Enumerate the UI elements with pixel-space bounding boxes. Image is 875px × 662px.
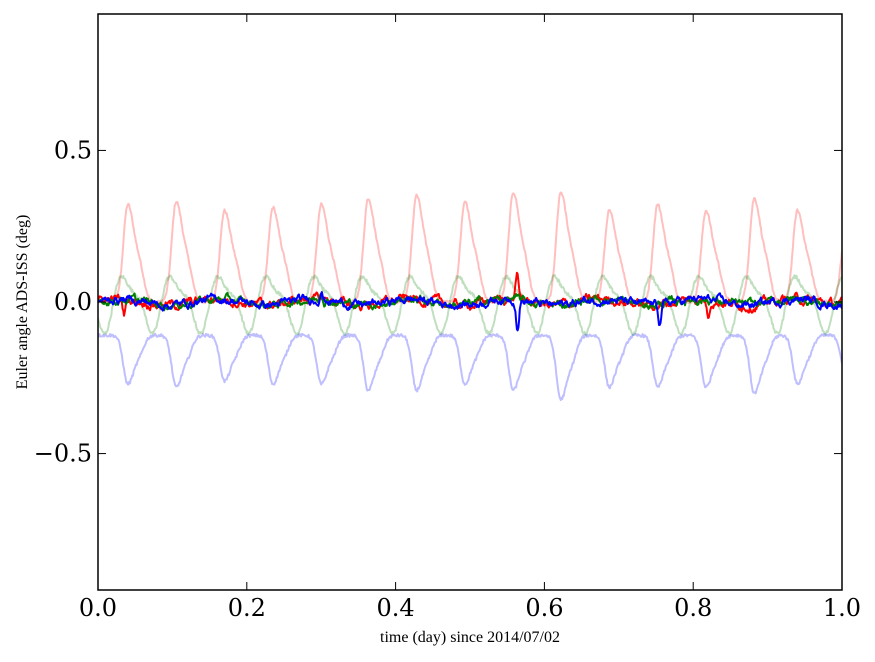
series-line-1 (98, 191, 842, 305)
x-axis-label: time (day) since 2014/07/02 (380, 629, 560, 646)
x-tick-label: 0.0 (79, 594, 117, 622)
x-tick-label: 1.0 (823, 594, 861, 622)
tick-marks (97, 14, 843, 590)
y-tick-label: 0.0 (54, 288, 92, 316)
y-tick-label: −0.5 (34, 440, 92, 468)
x-tick-label: 0.8 (674, 594, 712, 622)
tick-labels: 0.0 0.2 0.4 0.6 0.8 1.0 0.5 0.0 −0.5 (34, 136, 861, 622)
x-tick-label: 0.2 (228, 594, 266, 622)
series-line-3 (98, 332, 842, 402)
plot-area (98, 191, 842, 402)
series-line-6 (98, 291, 842, 332)
x-tick-label: 0.4 (377, 594, 415, 622)
y-tick-label: 0.5 (54, 136, 92, 164)
y-axis-label: Euler angle ADS-ISS (deg) (14, 215, 31, 390)
x-tick-label: 0.6 (525, 594, 563, 622)
